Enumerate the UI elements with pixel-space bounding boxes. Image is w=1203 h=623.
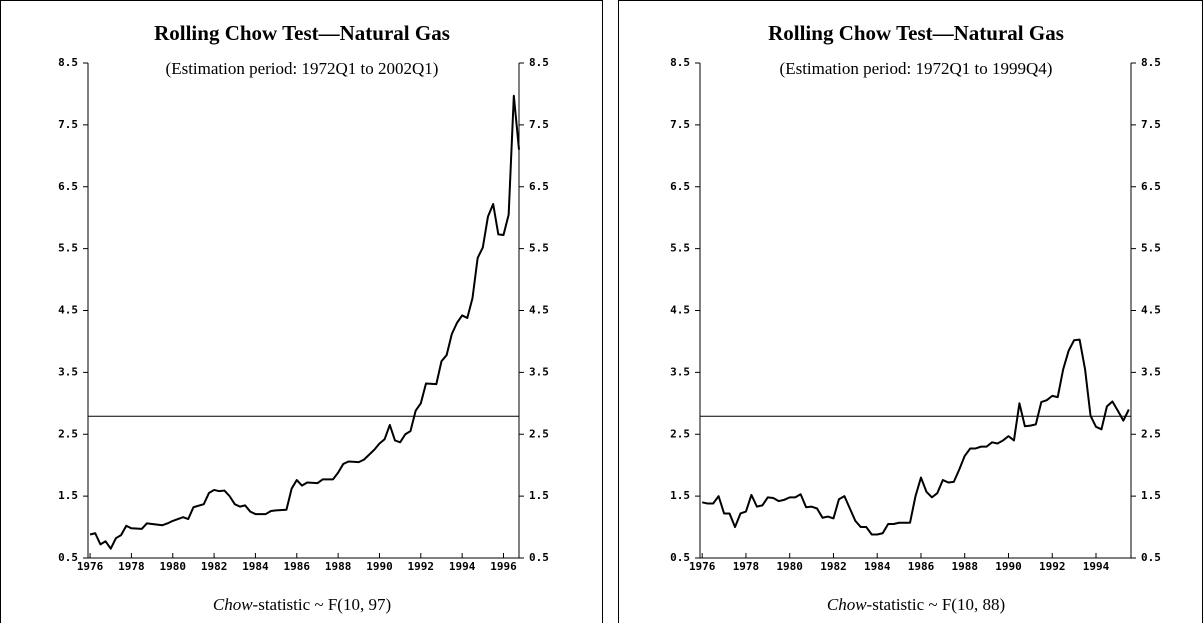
y-tick-label: 7.5 xyxy=(670,118,690,131)
y-tick-label: 7.5 xyxy=(58,118,78,131)
y-tick-label: 5.5 xyxy=(58,242,78,255)
y-tick-label: 6.5 xyxy=(1141,180,1161,193)
y-tick-label: 3.5 xyxy=(58,365,78,378)
x-axis-label-text: -statistic ~ F(10, 97) xyxy=(253,595,392,614)
x-tick-label: 1990 xyxy=(366,560,393,573)
y-tick-label: 3.5 xyxy=(1141,365,1161,378)
x-tick-label: 1994 xyxy=(449,560,476,573)
y-tick-label: 8.5 xyxy=(670,56,690,69)
x-tick-label: 1988 xyxy=(951,560,978,573)
x-tick-label: 1978 xyxy=(118,560,145,573)
x-tick-label: 1990 xyxy=(995,560,1022,573)
y-tick-label: 6.5 xyxy=(58,180,78,193)
y-tick-label: 1.5 xyxy=(670,489,690,502)
y-tick-label: 6.5 xyxy=(670,180,690,193)
x-tick-label: 1976 xyxy=(689,560,716,573)
y-tick-label: 7.5 xyxy=(1141,118,1161,131)
x-tick-label: 1986 xyxy=(284,560,311,573)
y-tick-label: 6.5 xyxy=(529,180,549,193)
x-tick-label: 1982 xyxy=(820,560,847,573)
x-tick-label: 1980 xyxy=(160,560,187,573)
chart-title: Rolling Chow Test—Natural Gas xyxy=(768,21,1064,45)
y-tick-label: 2.5 xyxy=(1141,427,1161,440)
x-tick-label: 1992 xyxy=(1039,560,1066,573)
y-tick-label: 3.5 xyxy=(529,365,549,378)
x-tick-label: 1980 xyxy=(776,560,803,573)
x-tick-label: 1994 xyxy=(1083,560,1110,573)
y-tick-label: 1.5 xyxy=(1141,489,1161,502)
data-line xyxy=(89,94,520,550)
y-tick-label: 5.5 xyxy=(670,242,690,255)
y-tick-label: 8.5 xyxy=(1141,56,1161,69)
y-tick-label: 4.5 xyxy=(58,304,78,317)
chart-subtitle: (Estimation period: 1972Q1 to 1999Q4) xyxy=(780,59,1053,78)
x-axis-label: Chow-statistic ~ F(10, 97) xyxy=(213,595,391,614)
y-tick-label: 4.5 xyxy=(670,304,690,317)
y-tick-label: 3.5 xyxy=(670,365,690,378)
chart-title: Rolling Chow Test—Natural Gas xyxy=(154,21,450,45)
y-tick-label: 1.5 xyxy=(529,489,549,502)
y-tick-label: 1.5 xyxy=(58,489,78,502)
y-tick-label: 0.5 xyxy=(1141,551,1161,564)
x-tick-label: 1988 xyxy=(325,560,352,573)
data-line xyxy=(701,338,1130,536)
x-axis-label-italic: Chow xyxy=(827,595,867,614)
y-tick-label: 4.5 xyxy=(529,304,549,317)
x-axis-label-text: -statistic ~ F(10, 88) xyxy=(867,595,1006,614)
x-axis-label: Chow-statistic ~ F(10, 88) xyxy=(827,595,1005,614)
x-tick-label: 1984 xyxy=(242,560,269,573)
x-tick-label: 1982 xyxy=(201,560,228,573)
y-tick-label: 0.5 xyxy=(529,551,549,564)
y-tick-label: 8.5 xyxy=(58,56,78,69)
x-tick-label: 1976 xyxy=(77,560,104,573)
x-axis-label-italic: Chow xyxy=(213,595,253,614)
x-tick-label: 1992 xyxy=(408,560,435,573)
x-tick-label: 1978 xyxy=(733,560,760,573)
x-tick-label: 1996 xyxy=(490,560,517,573)
x-tick-label: 1984 xyxy=(864,560,891,573)
y-tick-label: 8.5 xyxy=(529,56,549,69)
y-tick-label: 0.5 xyxy=(58,551,78,564)
y-tick-label: 5.5 xyxy=(529,242,549,255)
y-tick-label: 2.5 xyxy=(58,427,78,440)
x-tick-label: 1986 xyxy=(908,560,935,573)
y-tick-label: 5.5 xyxy=(1141,242,1161,255)
y-tick-label: 4.5 xyxy=(1141,304,1161,317)
y-tick-label: 2.5 xyxy=(670,427,690,440)
y-tick-label: 7.5 xyxy=(529,118,549,131)
y-tick-label: 2.5 xyxy=(529,427,549,440)
y-tick-label: 0.5 xyxy=(670,551,690,564)
chart-subtitle: (Estimation period: 1972Q1 to 2002Q1) xyxy=(166,59,439,78)
panel-frame xyxy=(0,0,603,623)
panel-frame xyxy=(618,0,1203,623)
